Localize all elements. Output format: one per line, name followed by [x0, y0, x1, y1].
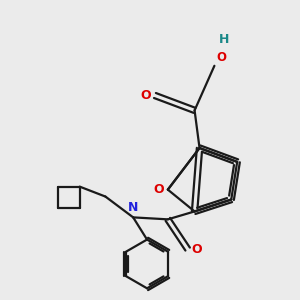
Text: N: N: [128, 201, 138, 214]
Text: O: O: [154, 183, 164, 196]
Text: O: O: [191, 243, 202, 256]
Text: O: O: [216, 51, 226, 64]
Text: H: H: [219, 32, 230, 46]
Text: O: O: [141, 89, 152, 102]
